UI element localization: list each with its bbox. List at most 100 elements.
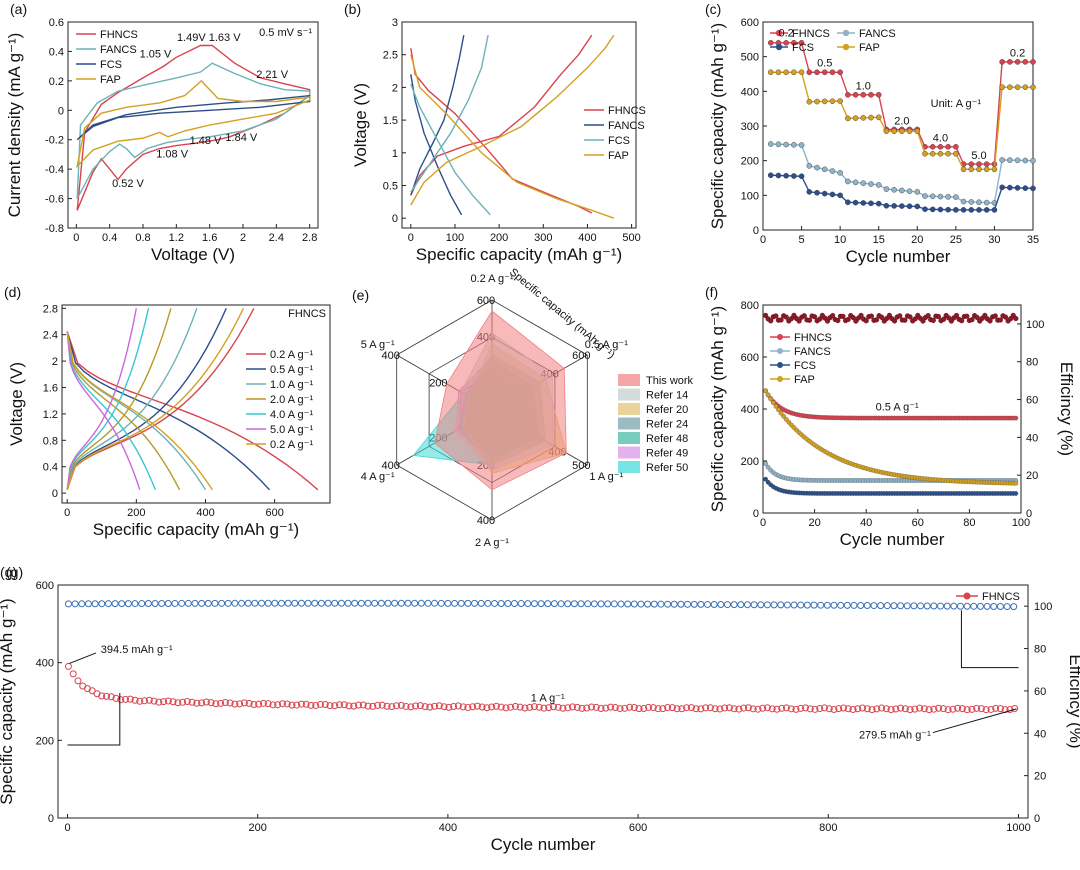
capacity-point	[702, 704, 710, 712]
capacity-point	[830, 705, 838, 713]
y-tick-label: 0.5	[383, 180, 398, 192]
capacity-point	[302, 700, 310, 708]
peak-label: 0.52 V	[112, 178, 144, 190]
capacity-point	[69, 670, 77, 678]
rate-point-FAP	[891, 128, 897, 134]
charge-curve	[66, 307, 245, 491]
y-tick-label: -0.8	[45, 223, 64, 235]
y-axis-title: Voltage (V)	[351, 83, 370, 167]
efficiency-point	[451, 599, 459, 607]
gcd-curve-FHNCS	[410, 34, 593, 196]
efficiency-point	[883, 602, 891, 610]
rate-point-FCS	[883, 202, 890, 209]
capacity-point	[236, 700, 244, 708]
efficiency-point	[251, 599, 259, 607]
ticks: 0 200 400 600 800 1000 0 200 400 600	[36, 580, 1031, 834]
capacity-point	[321, 700, 329, 708]
rate-point-FHNCS	[821, 69, 828, 76]
x-tick-label: 1.6	[202, 232, 217, 244]
x-tick-label: 0	[64, 822, 70, 834]
capacity-point	[801, 704, 809, 712]
y-tick-label: 200	[741, 456, 759, 468]
efficiency-point	[357, 599, 365, 607]
rate-point-FAP	[775, 69, 782, 76]
x-tick-label: 600	[629, 822, 647, 834]
y-tick-label: 0	[52, 488, 58, 500]
efficiency-point	[1002, 314, 1009, 320]
capacity-point	[64, 662, 72, 670]
rate-point-FHNCS	[798, 40, 805, 46]
capacity-point-FCS	[1013, 491, 1019, 496]
capacity-point	[183, 698, 191, 706]
efficiency-point	[737, 601, 745, 609]
efficiency-point	[198, 599, 206, 607]
efficiency-point	[830, 312, 836, 319]
rate-point-FANCS	[983, 199, 990, 206]
efficiency-point	[277, 599, 285, 607]
gcd-curve-FAP	[410, 34, 615, 206]
rate-point-FAP	[806, 98, 813, 105]
capacity-point	[402, 702, 410, 710]
capacity-point	[212, 700, 220, 708]
radar-ring-label: 200	[429, 378, 447, 390]
panel-c: 0 5 10 15 20 25 30 35 0 100 200 300 400 500 600 Cycle n…	[705, 1, 1039, 266]
ticks: 0 5 10 15 20 25 30 35 0 100 200 300 400 500 600	[741, 17, 1039, 246]
capacity-point	[935, 704, 943, 712]
rate-point-FANCS	[775, 141, 782, 148]
y-tick-label: 1.2	[43, 409, 58, 421]
efficiency-point	[537, 600, 545, 608]
y-tick-label: 0	[392, 213, 398, 225]
rate-point-FHNCS	[976, 161, 982, 167]
gcd-curve-FHNCS	[410, 48, 593, 214]
rate-point-FANCS	[899, 187, 905, 194]
efficiency-point	[870, 602, 878, 610]
legend-label: Refer 48	[646, 433, 688, 445]
rate-point-FCS	[899, 203, 905, 209]
legend-label: 2.0 A g⁻¹	[270, 394, 313, 406]
capacity-point	[383, 702, 391, 710]
rate-point-FCS	[1022, 185, 1029, 191]
capacity-point	[350, 702, 358, 710]
plot-frame	[61, 304, 331, 504]
capacity-point	[987, 705, 995, 713]
capacity-point-FAP	[1013, 480, 1019, 486]
panel-label: (e)	[352, 287, 369, 303]
efficiency-point	[923, 602, 931, 610]
capacity-point	[502, 704, 510, 712]
efficiency-point	[284, 599, 292, 607]
capacity-point	[307, 701, 315, 709]
x-tick-label: 60	[912, 517, 924, 529]
y-tick-label: 100	[741, 190, 759, 202]
rate-point-FHNCS	[1022, 59, 1029, 65]
rate-point-FAP	[929, 150, 936, 157]
capacity-point	[616, 705, 624, 713]
capacity-point	[673, 705, 681, 713]
efficiency-point	[801, 313, 807, 319]
capacity-point	[231, 700, 239, 708]
capacity-point-FAP	[778, 410, 784, 416]
efficiency-point	[987, 318, 993, 324]
rate-point-FANCS	[1022, 157, 1029, 164]
rate-point-FANCS	[767, 141, 774, 147]
efficiency-point	[1010, 603, 1018, 611]
legend-label: FAP	[608, 150, 629, 162]
efficiency-point	[1003, 603, 1011, 611]
efficiency-point	[770, 601, 778, 609]
legend-label: 4.0 A g⁻¹	[270, 409, 313, 421]
rate-point-FHNCS	[806, 69, 813, 76]
y2-tick-label: 0	[1026, 508, 1032, 520]
rate-point-FCS	[906, 203, 913, 210]
radar-area-This work	[434, 310, 567, 491]
rate-point-FANCS	[929, 193, 936, 200]
capacity-point	[155, 698, 163, 706]
x-tick-label: 30	[988, 234, 1000, 246]
efficiency-point	[271, 599, 279, 607]
rate-point-FAP	[999, 84, 1005, 90]
capacity-point	[488, 703, 496, 711]
efficiency-point	[890, 602, 898, 610]
efficiency-point	[604, 600, 612, 608]
charge-curve	[66, 307, 255, 491]
capacity-point	[844, 705, 852, 713]
rate-point-FANCS	[845, 178, 851, 185]
y-tick-label: 400	[36, 658, 54, 670]
